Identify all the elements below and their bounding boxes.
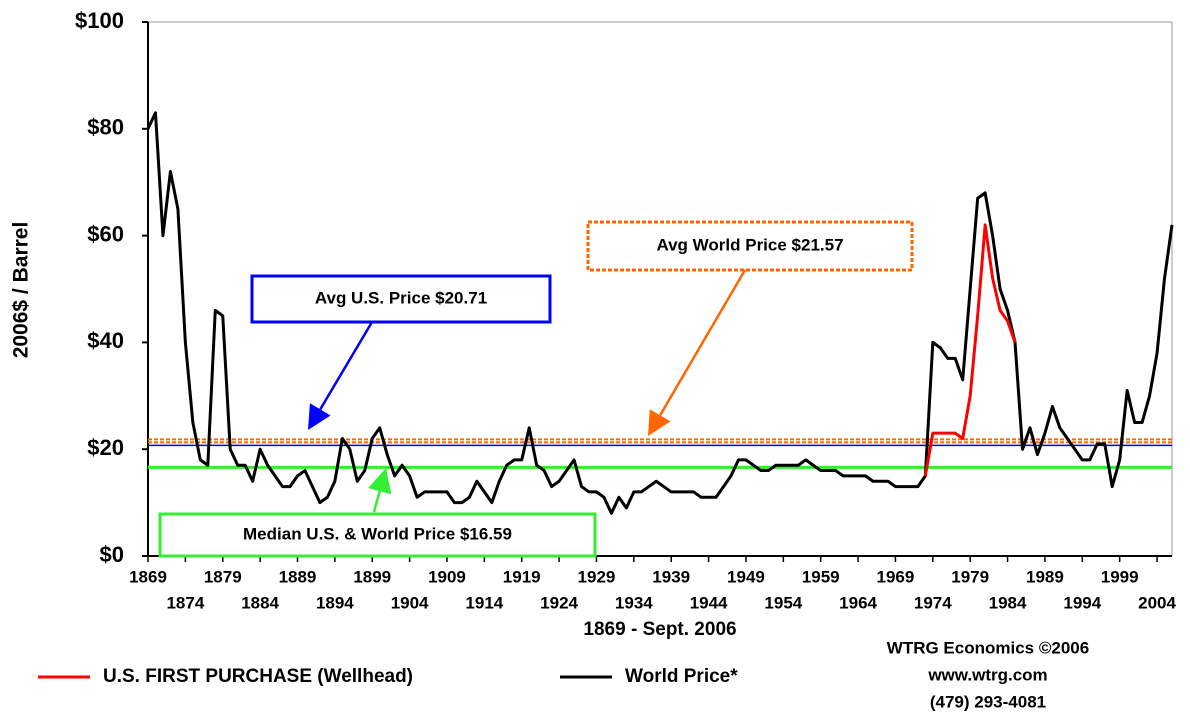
x-tick-label: 1939 xyxy=(652,567,690,586)
x-tick-label: 1994 xyxy=(1063,593,1101,612)
annotation-label: Avg U.S. Price $20.71 xyxy=(315,288,487,307)
arrow-head xyxy=(368,468,392,495)
x-tick-label: 1909 xyxy=(428,567,466,586)
x-tick-label: 1894 xyxy=(316,593,354,612)
x-tick-label: 1919 xyxy=(503,567,541,586)
series-line xyxy=(923,223,1017,477)
x-tick-label: 1954 xyxy=(764,593,802,612)
x-tick-label: 2004 xyxy=(1138,593,1176,612)
x-tick-label: 1964 xyxy=(839,593,877,612)
legend-label: World Price* xyxy=(625,666,738,687)
x-tick-label: 1924 xyxy=(540,593,578,612)
x-tick-label: 1979 xyxy=(951,567,989,586)
annotation-label: Median U.S. & World Price $16.59 xyxy=(243,524,512,543)
annotation-box xyxy=(158,512,597,558)
x-tick-label: 1929 xyxy=(578,567,616,586)
x-tick-label: 1934 xyxy=(615,593,653,612)
credit: www.wtrg.com xyxy=(927,665,1047,684)
annotation-box xyxy=(586,220,914,272)
y-tick-label: $40 xyxy=(87,328,124,353)
x-tick-label: 1879 xyxy=(204,567,242,586)
x-tick-label: 1949 xyxy=(727,567,765,586)
x-tick-label: 1874 xyxy=(166,593,204,612)
y-tick-label: $60 xyxy=(87,221,124,246)
arrow-head xyxy=(648,409,671,436)
y-axis-label: 2006$ / Barrel xyxy=(10,222,33,359)
y-tick-label: $0 xyxy=(100,542,124,567)
x-tick-label: 1959 xyxy=(802,567,840,586)
x-tick-label: 1984 xyxy=(989,593,1027,612)
x-tick-label: 1999 xyxy=(1101,567,1139,586)
annotation-arrow xyxy=(319,321,374,410)
x-tick-label: 1974 xyxy=(914,593,952,612)
annotation-arrow xyxy=(659,269,747,416)
legend-label: U.S. FIRST PURCHASE (Wellhead) xyxy=(103,666,413,687)
credit: (479) 293-4081 xyxy=(930,692,1046,711)
x-axis-label: 1869 - Sept. 2006 xyxy=(583,619,736,640)
arrow-head xyxy=(308,403,331,430)
x-tick-label: 1989 xyxy=(1026,567,1064,586)
credit: WTRG Economics ©2006 xyxy=(887,638,1089,657)
x-tick-label: 1944 xyxy=(690,593,728,612)
x-tick-label: 1969 xyxy=(877,567,915,586)
x-tick-label: 1899 xyxy=(353,567,391,586)
x-tick-label: 1904 xyxy=(391,593,429,612)
annotation-box xyxy=(250,274,552,324)
annotation-arrow xyxy=(372,490,381,513)
x-tick-label: 1889 xyxy=(279,567,317,586)
y-tick-label: $80 xyxy=(87,115,124,140)
y-tick-label: $100 xyxy=(75,8,124,33)
y-tick-label: $20 xyxy=(87,435,124,460)
series-line xyxy=(146,111,1174,515)
x-tick-label: 1914 xyxy=(465,593,503,612)
annotation-label: Avg World Price $21.57 xyxy=(656,235,843,254)
x-tick-label: 1869 xyxy=(129,567,167,586)
x-tick-label: 1884 xyxy=(241,593,279,612)
